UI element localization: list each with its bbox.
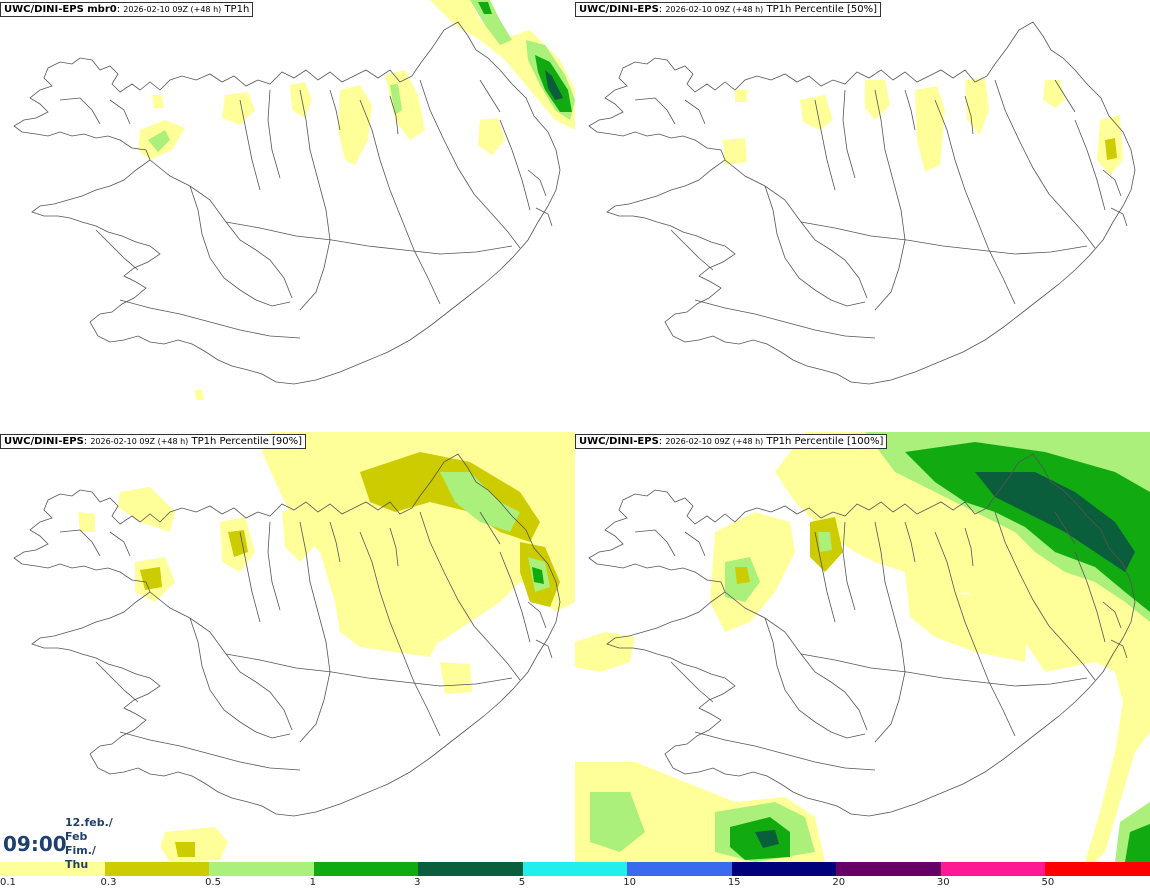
precip-map-p50 — [588, 21, 1136, 385]
map-panel-mbr0: UWC/DINI-EPS mbr0: 2026-02-10 09Z (+48 h… — [0, 0, 575, 430]
panel-model: UWC/DINI-EPS — [579, 436, 659, 447]
iceland-coastline — [588, 21, 1136, 385]
colorbar-segment — [104, 862, 210, 876]
panel-title: UWC/DINI-EPS: 2026-02-10 09Z (+48 h) TP1… — [0, 434, 307, 449]
colorbar-tick-label: 50 — [1041, 877, 1055, 888]
colorbar-segment — [1045, 862, 1150, 876]
panel-run-time: 2026-02-10 09Z (+48 h) — [665, 437, 764, 446]
precip-colorbar — [0, 862, 1150, 876]
colorbar-tick-label: 3 — [414, 877, 421, 888]
precip-shading — [138, 0, 575, 400]
colorbar-tick-label: 0.1 — [0, 877, 16, 888]
panel-title: UWC/DINI-EPS mbr0: 2026-02-10 09Z (+48 h… — [0, 2, 254, 17]
colorbar-tick-label: 10 — [623, 877, 636, 888]
panel-model: UWC/DINI-EPS — [4, 436, 84, 447]
colorbar-segment — [418, 862, 523, 876]
panel-model: UWC/DINI-EPS mbr0 — [4, 4, 117, 15]
colorbar-tick-label: 20 — [832, 877, 846, 888]
iceland-coastline — [13, 21, 561, 385]
panel-title: UWC/DINI-EPS: 2026-02-10 09Z (+48 h) TP1… — [575, 434, 888, 449]
valid-date: 12.feb./ Feb Fim./ Thu — [65, 816, 118, 872]
precip-shading — [723, 78, 1123, 175]
panel-title: UWC/DINI-EPS: 2026-02-10 09Z (+48 h) TP1… — [575, 2, 882, 17]
precip-map-p90 — [13, 432, 575, 862]
colorbar-segment — [836, 862, 941, 876]
map-panel-p90: UWC/DINI-EPS: 2026-02-10 09Z (+48 h) TP1… — [0, 432, 575, 862]
colorbar-ticks: 0.1 0.3 0.5 1 3 5 10 15 20 30 50 — [0, 876, 1150, 891]
colorbar-segment — [627, 862, 732, 876]
panel-run-time: 2026-02-10 09Z (+48 h) — [90, 437, 189, 446]
colorbar-tick-label: 0.3 — [100, 877, 117, 888]
valid-day-line: Fim./ Thu — [65, 844, 96, 871]
colorbar-segment — [731, 862, 837, 876]
colorbar-segment — [522, 862, 628, 876]
precip-map-mbr0 — [13, 0, 575, 400]
panel-run-time: 2026-02-10 09Z (+48 h) — [665, 5, 764, 14]
valid-date-line: 12.feb./ Feb — [65, 816, 113, 843]
panel-variable: TP1h Percentile [100%] — [766, 436, 884, 447]
valid-time: 09:00 — [3, 832, 67, 856]
precip-shading — [78, 432, 575, 862]
colorbar-tick-label: 0.5 — [205, 877, 221, 888]
map-panel-p100: UWC/DINI-EPS: 2026-02-10 09Z (+48 h) TP1… — [575, 432, 1150, 862]
panel-model: UWC/DINI-EPS — [579, 4, 659, 15]
panel-variable: TP1h — [224, 4, 250, 15]
colorbar-tick-label: 30 — [936, 877, 950, 888]
panel-variable: TP1h Percentile [90%] — [191, 436, 303, 447]
colorbar-segment — [313, 862, 419, 876]
map-panel-p50: UWC/DINI-EPS: 2026-02-10 09Z (+48 h) TP1… — [575, 0, 1150, 430]
colorbar-segment — [0, 862, 105, 876]
panel-run-time: 2026-02-10 09Z (+48 h) — [123, 5, 222, 14]
valid-time-box: 09:00 12.feb./ Feb Fim./ Thu — [0, 816, 118, 871]
colorbar-tick-label: 5 — [518, 877, 526, 888]
precip-map-p100 — [575, 432, 1150, 862]
colorbar-tick-label: 1 — [309, 877, 316, 888]
colorbar-segment — [940, 862, 1046, 876]
precip-shading — [575, 432, 1150, 862]
panel-variable: TP1h Percentile [50%] — [766, 4, 878, 15]
colorbar-segment — [209, 862, 314, 876]
colorbar-tick-label: 15 — [727, 877, 741, 888]
